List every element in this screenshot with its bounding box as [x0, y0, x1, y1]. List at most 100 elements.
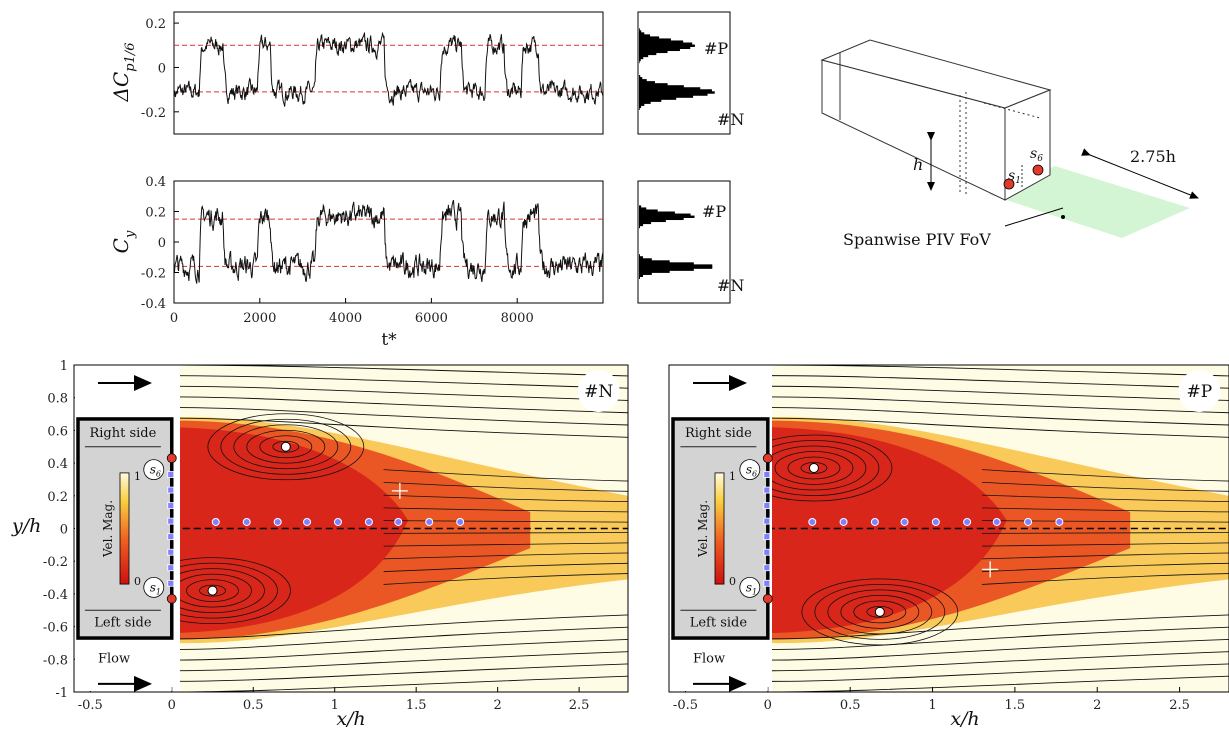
flow-p-streamline [772, 663, 1229, 682]
dcp-hist-bar [639, 36, 660, 39]
dcp-hist-bar [639, 91, 715, 94]
dcp-hist-bar [639, 34, 651, 37]
dcp-ytick-0: 0.2 [145, 17, 166, 32]
flow-p-vortex-streamline [853, 600, 907, 624]
flow-n-wake-streamline [383, 481, 628, 492]
flow-n-xtick-4: 1.5 [406, 698, 427, 713]
cy-hist-label-p: #P [702, 202, 726, 221]
flow-p-colorbar-label: Vel. Mag. [696, 500, 710, 558]
flow-n-probe-point [242, 517, 251, 526]
svg-text:Cy: Cy [109, 230, 138, 253]
flow-p-vortex-streamline [772, 440, 880, 496]
cy-xtick-3: 6000 [415, 311, 448, 326]
flow-n-left-side-label: Left side [94, 616, 152, 631]
flow-p-vortex-streamline [814, 583, 946, 640]
cy-hist-label-n: #N [717, 276, 744, 295]
flow-p-probe-point [963, 517, 972, 526]
flow-n-vortex-streamline [259, 435, 313, 459]
flow-n-streamline [180, 407, 628, 426]
cy-xtick-1: 2000 [243, 311, 276, 326]
flow-n-streamline [180, 663, 628, 682]
cy-hist-frame [637, 180, 731, 304]
flow-n-saddle-point [391, 482, 408, 499]
flow-p-sensor-s1 [762, 593, 773, 604]
flow-p-wake-streamline [981, 469, 1229, 482]
flow-n-streamline [180, 385, 628, 401]
flow-p-colorbar-min: 0 [729, 575, 736, 588]
dcp-hist-bar [639, 81, 655, 84]
flow-p-streamline [772, 417, 1229, 438]
cy-hist-bar [639, 274, 644, 277]
dcp-hist-bar [639, 87, 701, 90]
flow-p-colorbar-max: 1 [729, 470, 736, 483]
flow-p-vortex-center-1 [874, 606, 885, 617]
cy-hist-bar [639, 268, 694, 271]
flow-n-probe-point [425, 517, 434, 526]
dcp-ytick-1: 0 [158, 61, 166, 76]
flow-panel-n: -0.5 0 0.5 1 1.5 2 2.5 1 0.8 0.6 0.4 0.2 0 -0.2 -0.4 -0… [11, 359, 629, 730]
cy-xtick-4: 8000 [501, 311, 534, 326]
dcp-hist-bar [639, 28, 640, 31]
distance-arrow [1081, 148, 1199, 199]
flow-n-probe-point [456, 517, 465, 526]
flow-p-streamline [772, 375, 1229, 389]
flow-n-wake-streamline [383, 469, 628, 482]
cy-xtick-2: 4000 [329, 311, 362, 326]
flow-p-vortex-streamline [772, 434, 893, 502]
cy-hist-bar [639, 209, 658, 212]
flow-n-vortex-center-0 [280, 441, 291, 452]
cy-ytick-4: -0.4 [141, 297, 166, 312]
flow-p-xtick-3: 1 [928, 698, 936, 713]
flow-p-wake-streamline [981, 573, 1229, 585]
flow-p-s6-label: s6 [746, 463, 757, 479]
cy-xlabel: t* [381, 330, 397, 350]
flow-panel-p-frame [668, 364, 1229, 693]
dcp-hist-bar [639, 93, 708, 96]
flow-n-sensor-s6 [166, 453, 177, 464]
flow-n-s1-label: s1 [150, 580, 161, 596]
flow-n-xtick-6: 2.5 [569, 698, 590, 713]
cy-plot-frame [173, 180, 604, 304]
flow-p-xtick-6: 2.5 [1169, 698, 1190, 713]
flow-n-ytick-1: 0.8 [47, 392, 68, 407]
flow-p-xtick-2: 0.5 [840, 698, 861, 713]
dcp-hist-bar [639, 79, 647, 82]
dcp-hist-frame [637, 11, 731, 135]
cy-hist-bar [639, 223, 644, 227]
flow-n-xtick-3: 1 [331, 698, 339, 713]
dcp-chart: 0.2 0 -0.2 ΔCp1/6 #P #N [109, 11, 744, 135]
flow-n-state-label: #N [584, 382, 613, 402]
dcp-ylabel: ΔCp1/6 [109, 43, 138, 103]
dcp-hist-label-p: #P [704, 39, 728, 58]
flow-p-vortex-center-0 [808, 463, 819, 474]
flow-n-wake-streamline [383, 552, 628, 560]
dcp-hist-bar [639, 58, 641, 62]
flow-n-wake-streamline [383, 494, 628, 503]
flow-p-streamline [772, 614, 1229, 640]
cy-ytick-3: -0.2 [141, 267, 166, 282]
flow-n-ytick-7: -0.4 [43, 588, 68, 603]
dcp-hist-bar [639, 107, 640, 110]
flow-p-probe-point [870, 517, 879, 526]
sensor-s6-marker [1032, 164, 1044, 176]
flow-n-ytick-4: 0.2 [47, 490, 68, 505]
cy-hist-bar [639, 217, 684, 221]
dcp-hist-bar [639, 89, 712, 92]
dcp-hist-bar [639, 105, 642, 108]
schematic-distance-label: 2.75h [1130, 147, 1176, 166]
flow-p-wake-streamline [981, 481, 1229, 492]
flow-n-flow-label: Flow [98, 652, 130, 667]
flow-p-vortex-streamline [772, 445, 867, 491]
flow-n-xtick-1: 0 [168, 698, 176, 713]
dcp-hist-bar [639, 30, 642, 33]
flow-n-probe-point [364, 517, 373, 526]
flow-n-vortex-center-1 [207, 585, 218, 596]
flow-p-probe-point [808, 517, 817, 526]
cy-hist-bar [639, 211, 675, 214]
flow-p-vortex-streamline [840, 594, 920, 629]
flow-n-ytick-3: 0.4 [47, 457, 68, 472]
flow-p-wake-streamline [981, 532, 1229, 534]
flow-ylabel: y/h [11, 515, 41, 537]
flow-p-wake-streamline [981, 520, 1229, 523]
